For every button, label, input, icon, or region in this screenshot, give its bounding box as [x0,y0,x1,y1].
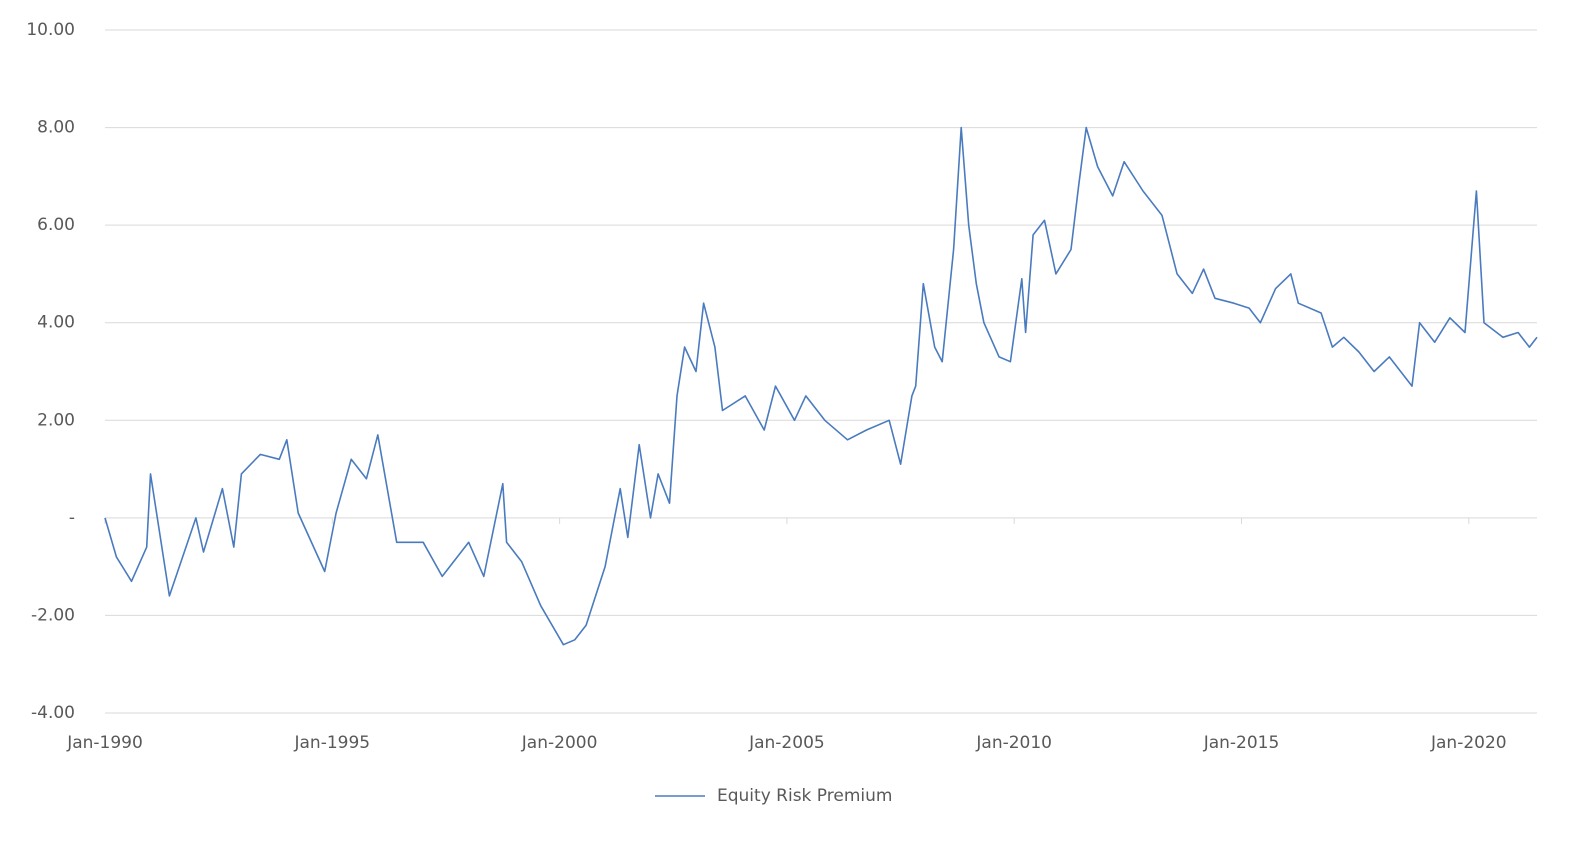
y-tick-label: 4.00 [37,313,75,333]
x-tick-label: Jan-2015 [1203,733,1280,753]
x-tick-label: Jan-2000 [521,733,598,753]
y-tick-label: 8.00 [37,118,75,138]
y-tick-label: 6.00 [37,215,75,235]
y-tick-label: -2.00 [31,605,75,625]
x-tick-label: Jan-2010 [975,733,1052,753]
y-tick-label: 10.00 [26,20,75,40]
x-tick-label: Jan-2020 [1430,733,1507,753]
x-tick-label: Jan-1990 [66,733,143,753]
x-tick-label: Jan-1995 [293,733,370,753]
y-tick-label: -4.00 [31,703,75,723]
y-tick-label: 2.00 [37,410,75,430]
x-tick-label: Jan-2005 [748,733,825,753]
y-tick-label: - [69,508,75,528]
legend-label: Equity Risk Premium [717,786,892,806]
line [104,126,1538,646]
